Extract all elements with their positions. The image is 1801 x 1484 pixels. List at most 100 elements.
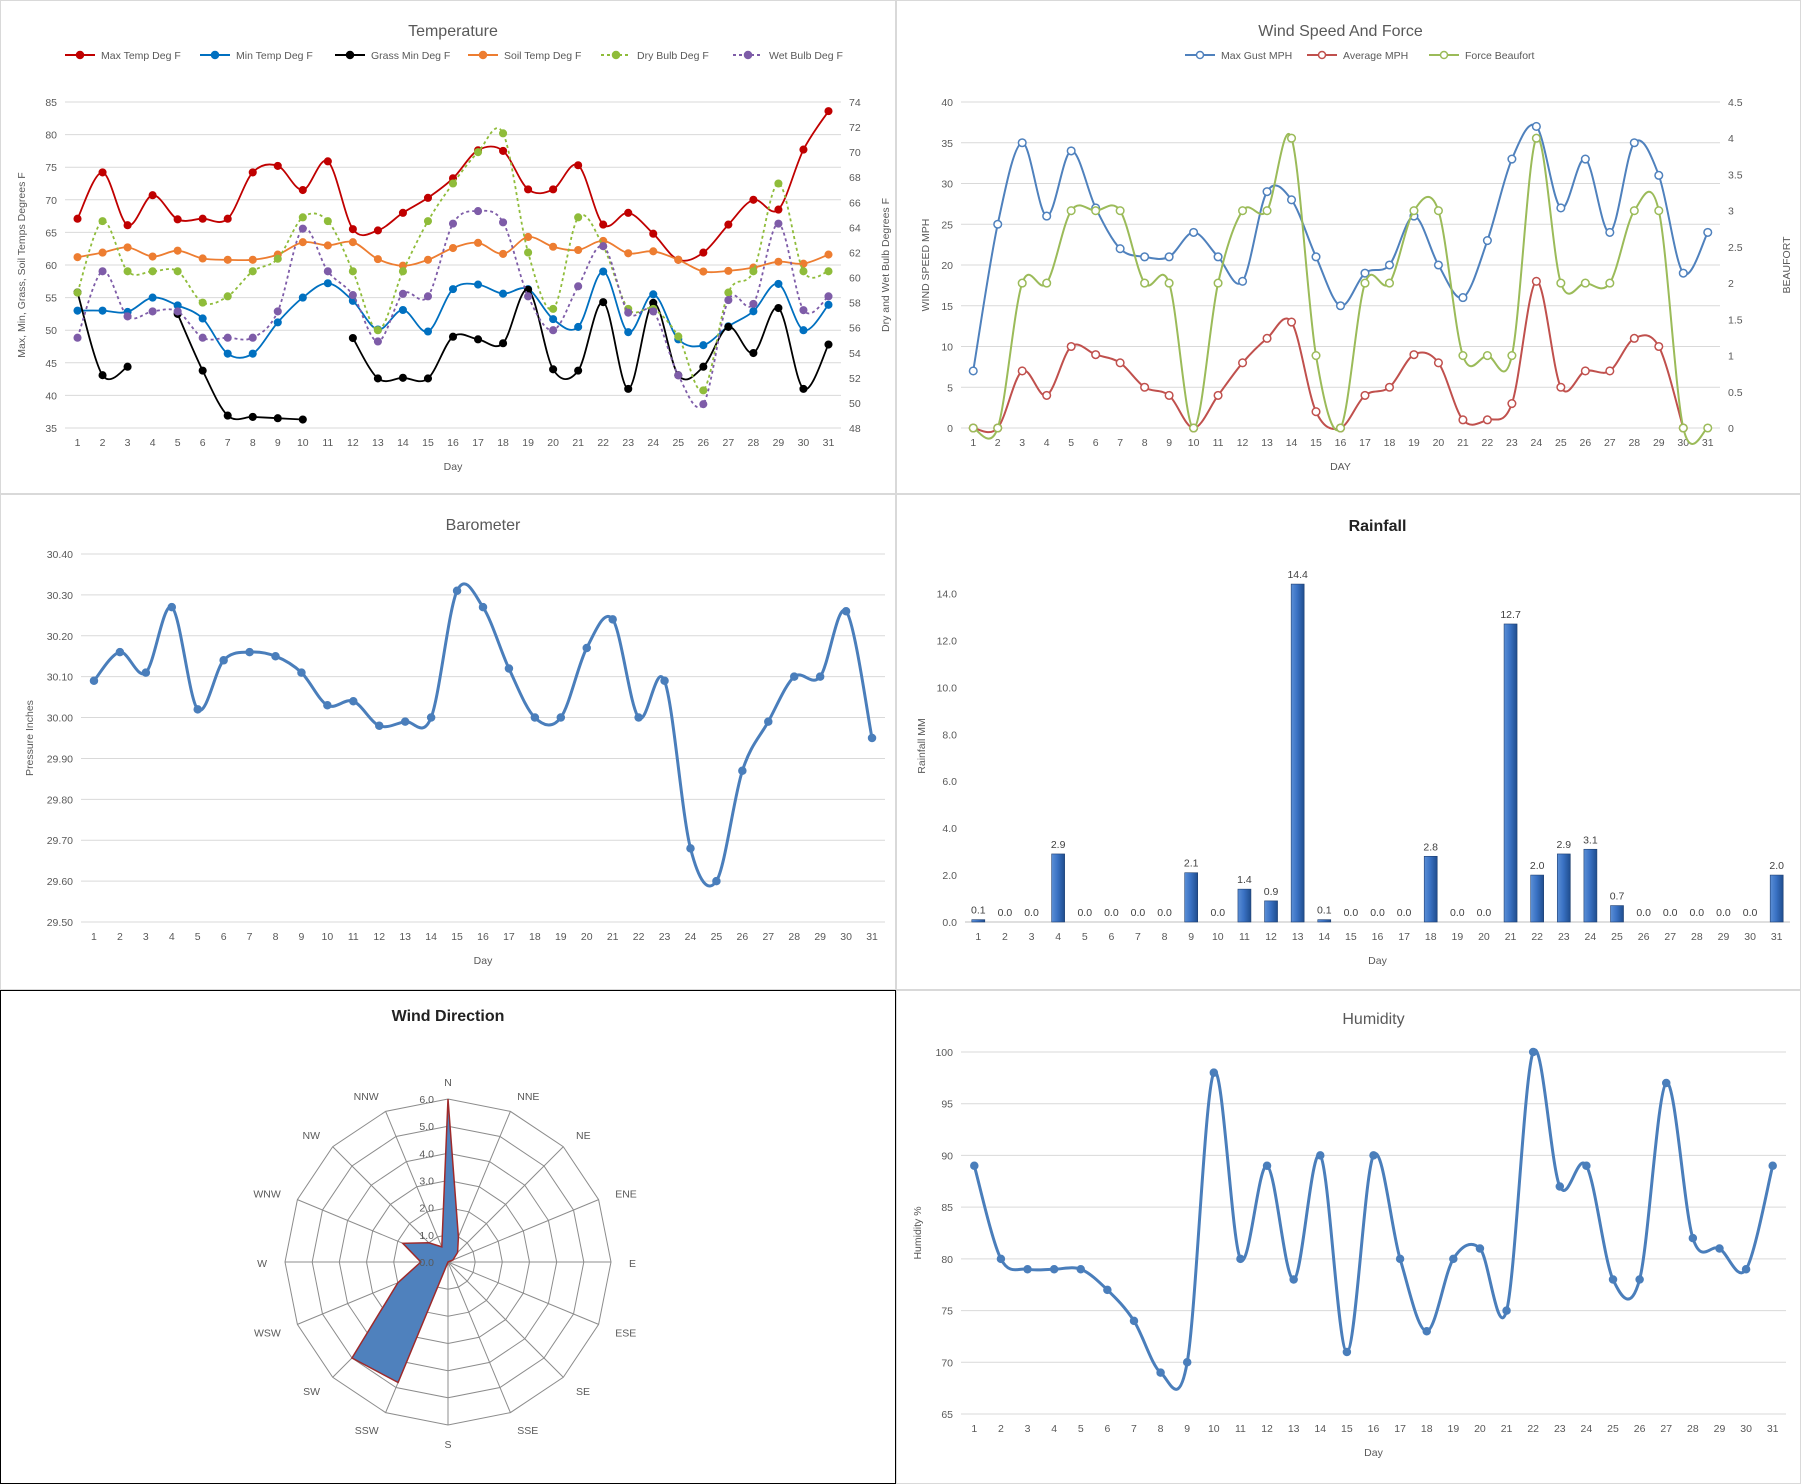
data-point [198, 314, 207, 323]
data-point [499, 146, 508, 155]
y-tick-label: 30.30 [47, 590, 73, 602]
data-point [574, 161, 583, 170]
data-point [1482, 351, 1492, 361]
x-tick-label: 10 [322, 931, 334, 943]
x-tick-label: 2 [998, 1423, 1004, 1435]
data-point [1213, 278, 1223, 288]
x-tick-label: 8 [250, 437, 256, 449]
data-point [1433, 206, 1443, 216]
direction-label: NNE [517, 1091, 539, 1103]
x-tick-label: 13 [372, 437, 384, 449]
x-tick-label: 5 [175, 437, 181, 449]
x-tick-label: 16 [447, 437, 459, 449]
x-tick-label: 7 [1117, 437, 1123, 449]
direction-label: ENE [615, 1189, 637, 1201]
data-point [549, 315, 558, 324]
series-line [76, 127, 829, 392]
y-tick-label: 70 [941, 1357, 953, 1369]
data-point [73, 306, 82, 315]
x-axis-label: Day [474, 955, 493, 967]
data-point [1360, 390, 1370, 400]
data-point [1262, 1161, 1272, 1171]
data-point [582, 643, 591, 653]
bar [971, 919, 986, 923]
data-point [1629, 333, 1639, 343]
data-point [1115, 206, 1125, 216]
data-point [298, 185, 307, 195]
data-label: 2.8 [1423, 841, 1438, 853]
data-point [774, 219, 783, 228]
data-point [1115, 358, 1125, 368]
data-label: 0.1 [971, 905, 986, 917]
x-tick-label: 3 [1019, 437, 1025, 449]
data-point [348, 225, 357, 234]
y-tick-label: 90 [941, 1150, 953, 1162]
x-tick-label: 31 [1702, 437, 1714, 449]
data-label: 0.0 [1663, 907, 1678, 919]
data-point [423, 255, 433, 264]
x-tick-label: 12 [1265, 931, 1277, 943]
y2-tick-label: 3 [1728, 206, 1734, 218]
data-label: 0.0 [1636, 907, 1651, 919]
data-point [699, 267, 708, 276]
data-point [298, 415, 307, 424]
data-label: 12.7 [1500, 609, 1521, 621]
direction-label: ESE [615, 1327, 636, 1339]
x-tick-label: 23 [1554, 1423, 1566, 1435]
data-point [549, 185, 558, 194]
data-point [1311, 407, 1321, 417]
data-point [1156, 1368, 1165, 1377]
data-point [1507, 351, 1517, 361]
data-point [98, 306, 107, 315]
data-point [824, 340, 833, 349]
data-point [323, 217, 332, 226]
x-tick-label: 3 [143, 931, 149, 943]
data-label: 2.1 [1184, 858, 1199, 870]
data-point [115, 647, 125, 657]
data-point [1103, 1285, 1112, 1295]
data-point [1422, 1327, 1431, 1336]
y-tick-label: 55 [45, 293, 57, 305]
data-point [699, 386, 708, 395]
x-tick-label: 23 [659, 931, 671, 943]
x-tick-label: 15 [1341, 1423, 1353, 1435]
wind-direction-chart-panel: Wind Direction 0.0 1.0 2.0 3.0 4.0 5.0 6.0 N NNE N… [0, 990, 896, 1484]
y-tick-label: 0.0 [942, 917, 957, 929]
x-tick-label: 12 [347, 437, 359, 449]
legend-label: Dry Bulb Deg F [637, 50, 709, 62]
x-tick-label: 8 [1142, 437, 1148, 449]
data-point [824, 107, 833, 116]
direction-label: SE [576, 1386, 590, 1398]
data-point [245, 647, 254, 657]
y-tick-label: 29.90 [47, 753, 73, 765]
x-tick-label: 26 [1638, 931, 1650, 943]
data-point [148, 307, 157, 316]
series-line [77, 236, 829, 274]
y-tick-label: 30.40 [47, 549, 73, 561]
x-tick-label: 14 [1318, 931, 1330, 943]
x-tick-label: 9 [1166, 437, 1172, 449]
x-tick-label: 6 [1093, 437, 1099, 449]
data-point [148, 191, 157, 200]
x-tick-label: 2 [995, 437, 1001, 449]
bar [1556, 853, 1571, 923]
direction-label: E [629, 1258, 636, 1270]
data-point [524, 292, 533, 301]
x-tick-label: 29 [1653, 437, 1665, 449]
y-tick-label: 29.50 [47, 917, 73, 929]
x-tick-label: 2 [100, 437, 106, 449]
data-point [198, 214, 207, 223]
y-tick-label: 14.0 [937, 588, 958, 600]
data-point [448, 219, 458, 228]
x-tick-label: 17 [1359, 437, 1371, 449]
data-point [574, 366, 583, 375]
data-point [73, 333, 82, 342]
x-tick-label: 10 [1188, 437, 1200, 449]
bar [1503, 623, 1518, 923]
radial-tick-label: 0.0 [419, 1257, 434, 1269]
legend-label: Soil Temp Deg F [504, 50, 581, 62]
y2-tick-label: 3.5 [1728, 169, 1743, 181]
data-point [1768, 1161, 1777, 1171]
y2-tick-label: 72 [849, 122, 861, 134]
y2-tick-label: 62 [849, 247, 861, 259]
